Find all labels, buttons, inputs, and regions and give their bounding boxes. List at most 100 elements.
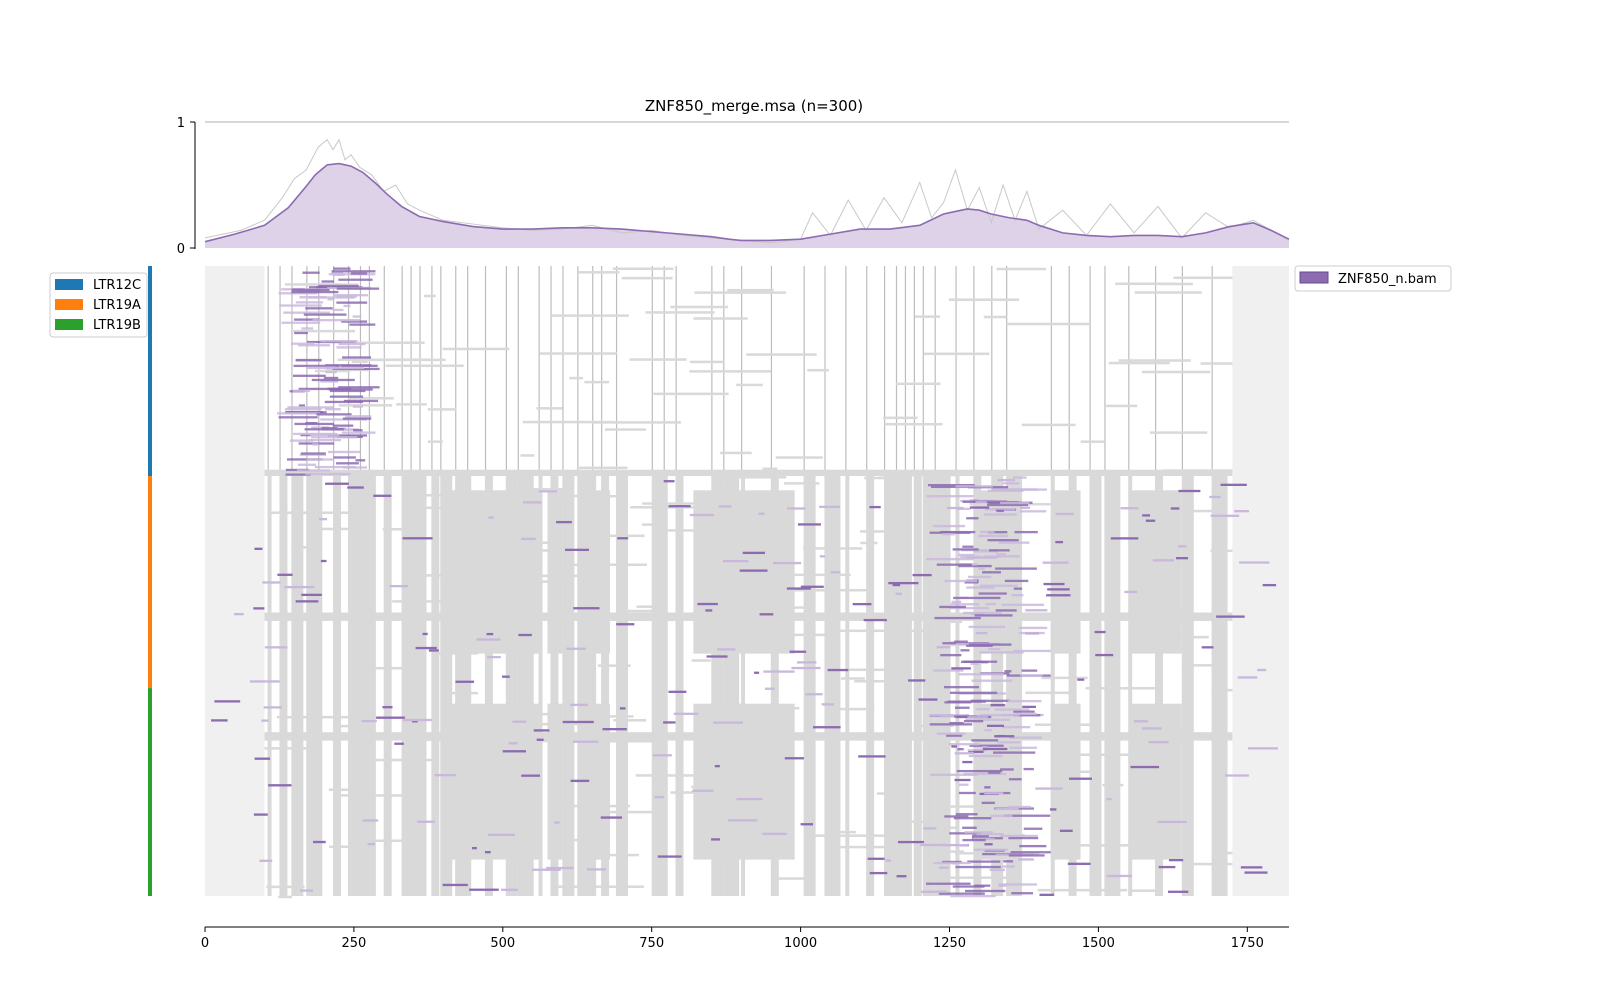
gap-streak (558, 885, 644, 888)
signal-streak (967, 860, 1001, 863)
gap-block (1050, 490, 1081, 654)
gap-streak (1006, 322, 1091, 326)
signal-streak (1042, 561, 1069, 564)
signal-streak (376, 716, 405, 719)
signal-streak (990, 704, 1005, 707)
gap-block (443, 490, 539, 654)
gap-block (586, 490, 611, 654)
gap-streak (784, 482, 820, 485)
signal-streak (956, 507, 971, 511)
signal-streak (502, 750, 526, 753)
padding-right (1232, 688, 1289, 896)
signal-streak (1022, 705, 1036, 709)
gap-streak (840, 830, 856, 834)
signal-streak (293, 318, 320, 321)
signal-streak (918, 698, 938, 701)
signal-streak (999, 834, 1038, 838)
gap-streak (293, 329, 356, 333)
signal-streak (926, 557, 974, 561)
signal-streak (316, 413, 352, 416)
signal-streak (827, 668, 849, 672)
signal-streak (522, 501, 542, 504)
signal-streak (951, 667, 971, 670)
signal-streak (923, 827, 937, 830)
gap-column-thin (401, 266, 403, 476)
signal-streak (950, 603, 980, 606)
signal-legend: ZNF850_n.bam (1294, 265, 1452, 292)
signal-streak (1013, 476, 1027, 479)
signal-streak (993, 751, 1036, 754)
signal-streak (311, 426, 330, 429)
signal-streak (996, 509, 1004, 513)
gap-streak (536, 407, 563, 410)
signal-streak (897, 840, 924, 844)
signal-streak (502, 675, 510, 678)
signal-streak (305, 472, 351, 476)
raw-coverage-line (204, 138, 1290, 244)
signal-streak (323, 376, 339, 380)
gap-column (383, 476, 392, 896)
gap-column-thin (592, 266, 594, 476)
gap-streak (670, 791, 702, 794)
signal-streak (304, 428, 344, 431)
signal-streak (988, 531, 1008, 534)
gap-streak (736, 383, 763, 387)
gap-streak (727, 288, 774, 292)
signal-streak (301, 593, 322, 597)
gap-streak (584, 380, 610, 384)
signal-streak (268, 784, 292, 787)
signal-streak (1011, 892, 1034, 895)
signal-streak (968, 754, 1003, 758)
gap-column-thin (1128, 266, 1130, 476)
signal-streak (488, 516, 494, 519)
signal-streak (930, 773, 978, 776)
gap-column (1050, 476, 1055, 896)
gap-column (615, 476, 628, 896)
gap-column-thin (601, 266, 603, 476)
gap-streak (691, 659, 711, 662)
signal-streak (973, 750, 984, 753)
signal-streak (1239, 561, 1270, 564)
gap-streak (1085, 686, 1161, 690)
signal-streak (300, 452, 326, 455)
signal-streak (293, 432, 337, 436)
gap-column-thin (440, 266, 442, 476)
gap-column (359, 476, 376, 896)
signal-streak (1201, 646, 1214, 649)
signal-streak (1007, 699, 1042, 703)
signal-streak (966, 517, 979, 520)
signal-streak (942, 533, 955, 536)
signal-streak (1023, 827, 1043, 830)
signal-streak (1237, 676, 1258, 679)
signal-streak (705, 609, 713, 612)
gap-column (467, 476, 472, 896)
gap-streak (278, 895, 293, 899)
signal-streak (331, 270, 376, 273)
signal-streak (944, 815, 969, 818)
signal-streak (487, 655, 501, 659)
gap-streak (351, 360, 368, 364)
gap-column-thin (934, 266, 936, 476)
gap-streak (392, 600, 464, 603)
signal-streak (298, 344, 330, 347)
gap-streak (1080, 440, 1105, 443)
signal-streak (974, 614, 1013, 617)
gap-streak (1072, 844, 1148, 847)
legend-label-ltr12c: LTR12C (93, 278, 141, 293)
gap-column-thin (1089, 266, 1091, 476)
gap-streak (948, 298, 1019, 301)
gap-column (913, 476, 922, 896)
gap-streak (1149, 431, 1208, 434)
signal-streak (616, 623, 635, 626)
signal-streak (487, 833, 516, 836)
gap-column-thin (883, 266, 886, 476)
signal-streak (325, 408, 341, 411)
gap-streak (746, 353, 817, 356)
gap-streak (507, 574, 585, 578)
signal-streak (306, 366, 337, 370)
gap-column (267, 476, 272, 896)
signal-streak (338, 342, 366, 346)
gap-streak (338, 404, 393, 407)
signal-streak (309, 286, 328, 289)
gap-column-thin (866, 266, 868, 476)
